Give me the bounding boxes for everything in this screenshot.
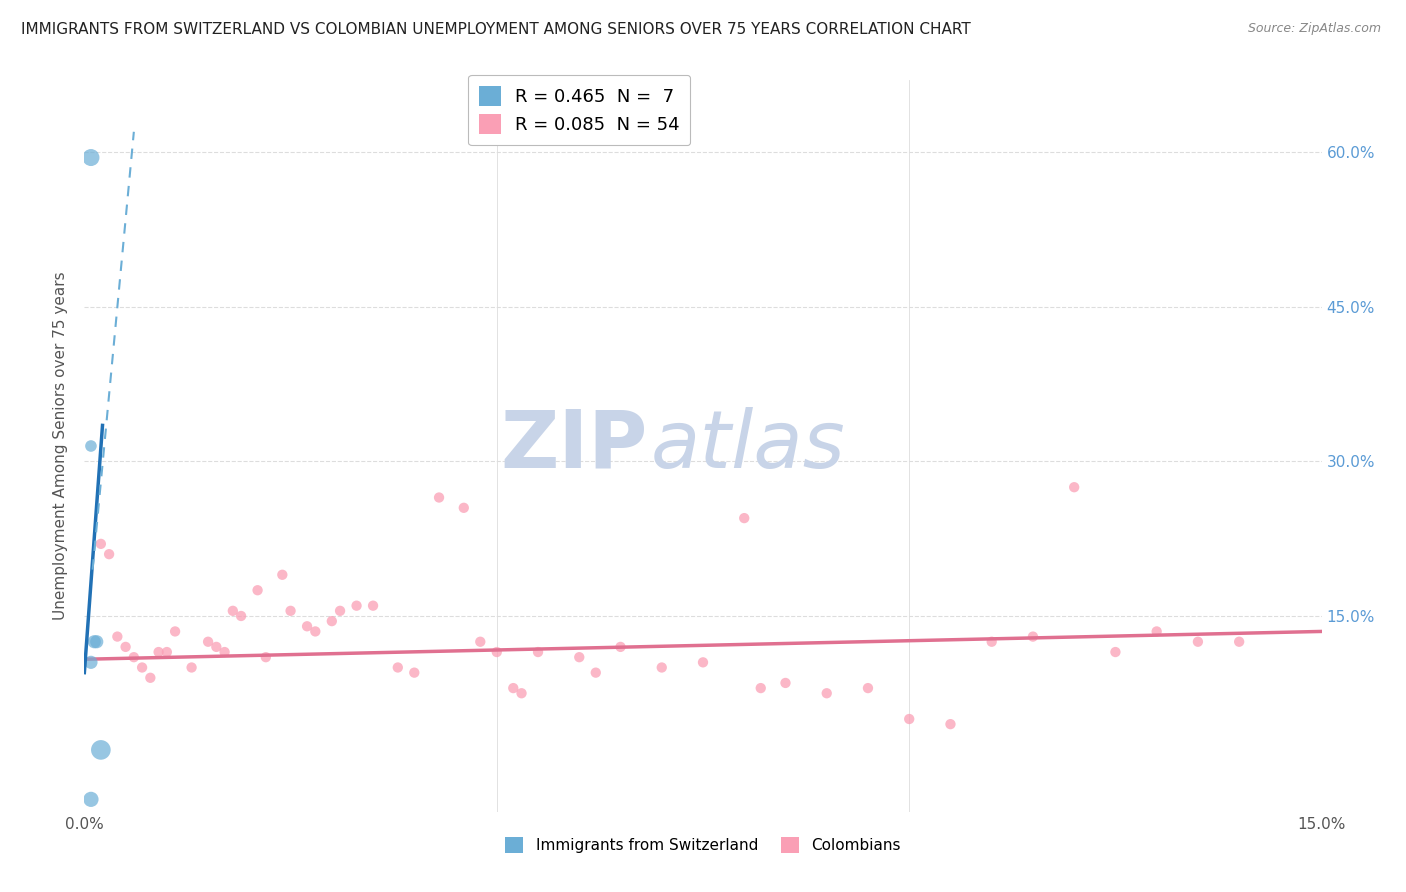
Point	[775, 676, 797, 690]
Point	[361, 599, 384, 613]
Point	[749, 681, 772, 695]
Point	[98, 547, 121, 561]
Point	[1104, 645, 1126, 659]
Point	[90, 743, 112, 757]
Point	[254, 650, 277, 665]
Point	[387, 660, 409, 674]
Text: Source: ZipAtlas.com: Source: ZipAtlas.com	[1247, 22, 1381, 36]
Point	[510, 686, 533, 700]
Point	[898, 712, 921, 726]
Text: atlas: atlas	[651, 407, 846, 485]
Point	[568, 650, 591, 665]
Point	[214, 645, 236, 659]
Point	[105, 630, 128, 644]
Text: IMMIGRANTS FROM SWITZERLAND VS COLOMBIAN UNEMPLOYMENT AMONG SENIORS OVER 75 YEAR: IMMIGRANTS FROM SWITZERLAND VS COLOMBIAN…	[21, 22, 970, 37]
Point	[346, 599, 368, 613]
Point	[148, 645, 170, 659]
Point	[1063, 480, 1085, 494]
Point	[139, 671, 162, 685]
Y-axis label: Unemployment Among Seniors over 75 years: Unemployment Among Seniors over 75 years	[53, 272, 69, 620]
Point	[527, 645, 550, 659]
Point	[980, 634, 1002, 648]
Point	[280, 604, 302, 618]
Point	[86, 634, 108, 648]
Point	[427, 491, 450, 505]
Point	[90, 537, 112, 551]
Legend: Immigrants from Switzerland, Colombians: Immigrants from Switzerland, Colombians	[499, 830, 907, 859]
Point	[815, 686, 838, 700]
Point	[609, 640, 631, 654]
Point	[83, 634, 105, 648]
Point	[733, 511, 755, 525]
Point	[205, 640, 228, 654]
Point	[197, 634, 219, 648]
Point	[404, 665, 426, 680]
Point	[246, 583, 269, 598]
Point	[485, 645, 508, 659]
Point	[585, 665, 607, 680]
Point	[271, 567, 294, 582]
Point	[939, 717, 962, 731]
Point	[453, 500, 475, 515]
Point	[321, 614, 343, 628]
Point	[1022, 630, 1045, 644]
Point	[80, 439, 103, 453]
Point	[80, 792, 103, 806]
Point	[156, 645, 179, 659]
Point	[470, 634, 492, 648]
Point	[329, 604, 352, 618]
Point	[229, 609, 252, 624]
Point	[1146, 624, 1168, 639]
Point	[122, 650, 145, 665]
Point	[114, 640, 136, 654]
Point	[1227, 634, 1250, 648]
Point	[304, 624, 326, 639]
Point	[131, 660, 153, 674]
Point	[165, 624, 187, 639]
Point	[295, 619, 318, 633]
Point	[651, 660, 673, 674]
Point	[692, 656, 714, 670]
Point	[1187, 634, 1209, 648]
Text: ZIP: ZIP	[501, 407, 647, 485]
Point	[502, 681, 524, 695]
Point	[180, 660, 202, 674]
Point	[856, 681, 879, 695]
Point	[222, 604, 245, 618]
Point	[80, 151, 103, 165]
Point	[80, 656, 103, 670]
